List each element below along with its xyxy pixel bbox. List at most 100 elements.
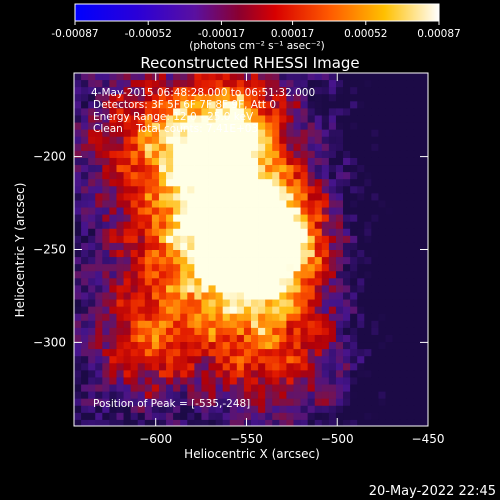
heatmap-cell bbox=[406, 129, 415, 138]
heatmap-cell bbox=[102, 94, 110, 102]
heatmap-cell bbox=[307, 363, 316, 371]
heatmap-cell bbox=[314, 101, 323, 109]
heatmap-cell bbox=[229, 73, 238, 81]
heatmap-cell bbox=[321, 342, 330, 350]
heatmap-cell bbox=[102, 363, 110, 371]
heatmap-cell bbox=[158, 200, 167, 208]
heatmap-cell bbox=[307, 94, 316, 102]
heatmap-cell bbox=[321, 157, 330, 166]
heatmap-cell bbox=[151, 313, 160, 322]
heatmap-cell bbox=[406, 108, 415, 116]
heatmap-cell bbox=[215, 250, 224, 258]
heatmap-cell bbox=[137, 221, 146, 230]
heatmap-cell bbox=[279, 306, 287, 315]
heatmap-cell bbox=[229, 193, 238, 201]
heatmap-cell bbox=[300, 384, 309, 392]
heatmap-cell bbox=[201, 80, 209, 88]
heatmap-cell bbox=[364, 377, 372, 385]
heatmap-cell bbox=[236, 349, 245, 357]
heatmap-cell bbox=[392, 172, 401, 180]
heatmap-cell bbox=[357, 342, 365, 350]
y-tick-label: −250 bbox=[33, 243, 66, 257]
heatmap-cell bbox=[378, 377, 386, 385]
heatmap-cell bbox=[420, 207, 428, 215]
heatmap-cell bbox=[194, 292, 202, 300]
heatmap-cell bbox=[420, 143, 428, 152]
heatmap-cell bbox=[350, 228, 358, 237]
heatmap-cell bbox=[328, 136, 337, 145]
heatmap-cell bbox=[194, 115, 202, 123]
heatmap-cell bbox=[272, 363, 280, 371]
heatmap-cell bbox=[81, 363, 89, 371]
heatmap-cell bbox=[123, 108, 132, 116]
heatmap-cell bbox=[406, 271, 415, 279]
heatmap-cell bbox=[215, 391, 224, 400]
heatmap-cell bbox=[137, 264, 146, 272]
heatmap-cell bbox=[102, 292, 110, 300]
heatmap-cell bbox=[194, 221, 202, 230]
heatmap-cell bbox=[144, 108, 153, 116]
heatmap-cell bbox=[194, 405, 202, 414]
heatmap-cell bbox=[314, 221, 323, 230]
heatmap-cell bbox=[293, 101, 301, 109]
heatmap-cell bbox=[307, 285, 316, 293]
heatmap-cell bbox=[286, 115, 294, 123]
heatmap-cell bbox=[328, 405, 337, 414]
heatmap-cell bbox=[74, 207, 82, 215]
heatmap-cell bbox=[208, 285, 216, 293]
heatmap-cell bbox=[265, 412, 273, 421]
heatmap-cell bbox=[272, 157, 280, 166]
heatmap-cell bbox=[243, 200, 252, 208]
heatmap-cell bbox=[293, 384, 301, 392]
heatmap-cell bbox=[328, 207, 337, 215]
heatmap-cell bbox=[166, 313, 174, 322]
heatmap-cell bbox=[215, 327, 224, 336]
heatmap-cell bbox=[102, 412, 110, 421]
heatmap-cell bbox=[343, 242, 351, 251]
heatmap-cell bbox=[201, 313, 209, 322]
heatmap-cell bbox=[187, 377, 195, 385]
heatmap-cell bbox=[158, 242, 167, 251]
heatmap-cell bbox=[321, 94, 330, 102]
heatmap-cell bbox=[385, 186, 393, 194]
heatmap-cell bbox=[194, 101, 202, 109]
heatmap-cell bbox=[286, 73, 294, 81]
heatmap-cell bbox=[413, 87, 422, 95]
heatmap-cell bbox=[335, 349, 344, 357]
heatmap-cell bbox=[272, 87, 280, 95]
heatmap-cell bbox=[279, 179, 287, 187]
heatmap-cell bbox=[350, 257, 358, 265]
heatmap-cell bbox=[251, 299, 259, 308]
heatmap-cell bbox=[123, 235, 132, 244]
heatmap-cell bbox=[335, 250, 344, 258]
heatmap-cell bbox=[109, 384, 117, 392]
heatmap-cell bbox=[187, 73, 195, 81]
heatmap-cell bbox=[81, 264, 89, 272]
heatmap-cell bbox=[173, 129, 181, 138]
heatmap-cell bbox=[286, 250, 294, 258]
heatmap-cell bbox=[130, 179, 139, 187]
heatmap-cell bbox=[335, 150, 344, 159]
heatmap-cell bbox=[208, 250, 216, 258]
heatmap-cell bbox=[243, 150, 252, 159]
heatmap-cell bbox=[158, 285, 167, 293]
heatmap-cell bbox=[151, 292, 160, 300]
heatmap-cell bbox=[158, 320, 167, 329]
heatmap-cell bbox=[420, 264, 428, 272]
heatmap-cell bbox=[151, 349, 160, 357]
heatmap-cell bbox=[293, 80, 301, 88]
heatmap-cell bbox=[385, 306, 393, 315]
heatmap-cell bbox=[413, 73, 422, 81]
heatmap-cell bbox=[399, 136, 408, 145]
heatmap-cell bbox=[151, 327, 160, 336]
heatmap-cell bbox=[272, 271, 280, 279]
heatmap-cell bbox=[180, 306, 188, 315]
heatmap-cell bbox=[74, 242, 82, 251]
heatmap-cell bbox=[392, 186, 401, 194]
heatmap-cell bbox=[364, 94, 372, 102]
heatmap-cell bbox=[420, 398, 428, 407]
heatmap-cell bbox=[321, 356, 330, 364]
heatmap-cell bbox=[364, 87, 372, 95]
heatmap-cell bbox=[109, 292, 117, 300]
heatmap-cell bbox=[130, 363, 139, 371]
